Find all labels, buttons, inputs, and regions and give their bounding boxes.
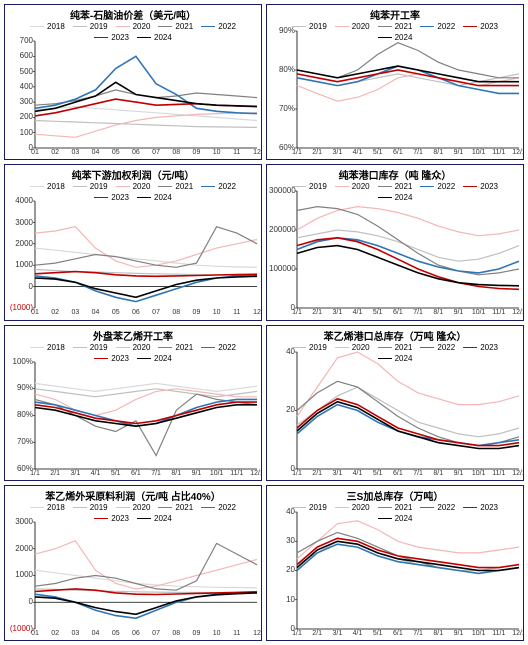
series-line-2020 [297,74,519,101]
chart-panel: 纯苯下游加权利润（元/吨）201820192020202120222023202… [4,164,262,320]
series-line-2024 [35,593,257,614]
series-line-2024 [297,66,519,82]
chart-svg [5,5,261,160]
chart-svg [267,326,523,481]
series-line-2019 [297,387,519,437]
chart-svg [267,165,523,320]
series-line-2024 [297,246,519,286]
chart-svg [5,486,261,641]
series-line-2023 [297,70,519,86]
series-line-2021 [35,543,257,590]
series-line-2022 [35,592,257,618]
chart-panel: 苯乙烯港口总库存（万吨 隆众）2019202020212022202320240… [266,325,524,481]
series-line-2022 [35,275,257,302]
series-line-2020 [35,540,257,588]
series-line-2018 [35,248,257,267]
chart-panel: 三S加总库存（万吨）201920202021202220232024010203… [266,485,524,641]
chart-svg [5,165,261,320]
series-line-2019 [297,541,519,570]
chart-svg [5,326,261,481]
series-line-2020 [35,227,257,268]
series-line-2018 [35,570,257,588]
series-line-2019 [35,121,257,128]
series-line-2020 [297,352,519,416]
chart-grid: 纯苯-石脑油价差（美元/吨）20182019202020212022202320… [4,4,524,641]
chart-panel: 外盘苯乙烯开工率201820192020202120222023202460%7… [4,325,262,481]
chart-svg [267,5,523,160]
chart-panel: 纯苯开工率20192020202120222023202460%70%80%90… [266,4,524,160]
series-line-2022 [297,404,519,445]
chart-svg [267,486,523,641]
series-line-2020 [297,521,519,559]
chart-panel: 纯苯-石脑油价差（美元/吨）20182019202020212022202320… [4,4,262,160]
chart-panel: 纯苯港口库存（吨 隆众）2019202020212022202320240100… [266,164,524,320]
series-line-2023 [35,402,257,423]
chart-panel: 苯乙烯外采原料利润（元/吨 占比40%）20182019202020212022… [4,485,262,641]
series-line-2022 [297,238,519,273]
